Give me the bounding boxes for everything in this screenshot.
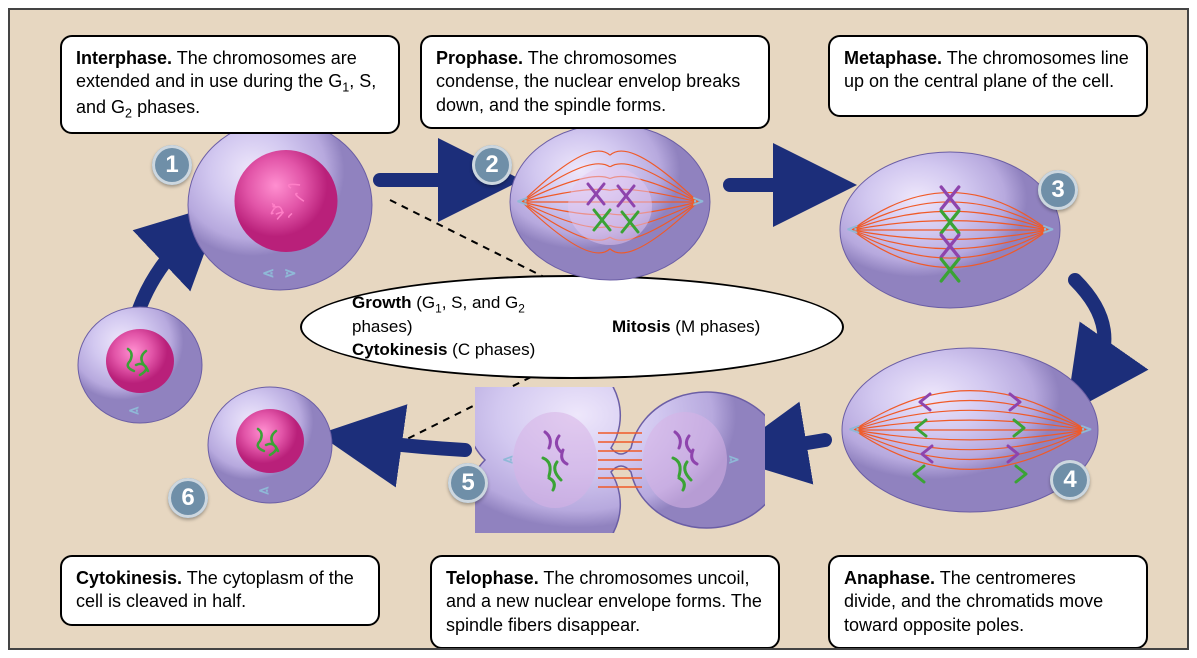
desc-box-stage-3: Metaphase. The chromosomes line up on th… [828,35,1148,117]
center-right-mitosis: Mitosis (M phases) [582,317,842,337]
desc-box-stage-6: Cytokinesis. The cytoplasm of the cell i… [60,555,380,626]
svg-text:⋖: ⋖ [258,482,270,498]
cell-2-prophase: ⋖⋗ [505,119,715,290]
stage-badge-4: 4 [1050,460,1090,500]
cell-5-telophase: ⋖⋗ [475,387,765,538]
stage-badge-5: 5 [448,463,488,503]
desc-box-stage-2: Prophase. The chromosomes condense, the … [420,35,770,129]
cell-1-interphase: ⋖⋗ [183,115,377,300]
svg-text:⋖: ⋖ [262,265,275,282]
svg-text:⋗: ⋗ [1042,221,1055,238]
cell-6-cytokinesis: ⋖ ⋖ [70,295,350,530]
svg-text:⋖: ⋖ [848,421,861,438]
svg-text:⋗: ⋗ [1080,421,1093,438]
svg-text:⋖: ⋖ [516,193,529,210]
stage-title: Metaphase. [844,48,942,68]
desc-box-stage-1: Interphase. The chromosomes are extended… [60,35,400,134]
stage-title: Telophase. [446,568,539,588]
stage-title: Cytokinesis. [76,568,182,588]
stage-badge-3: 3 [1038,170,1078,210]
svg-text:⋗: ⋗ [692,193,705,210]
stage-badge-2: 2 [472,145,512,185]
desc-box-stage-4: Anaphase. The centromeres divide, and th… [828,555,1148,649]
cell-cycle-diagram: Growth (G1, S, and G2 phases) Cytokinesi… [8,8,1189,650]
stage-badge-1: 1 [152,145,192,185]
svg-text:⋖: ⋖ [128,402,140,418]
center-phase-label: Growth (G1, S, and G2 phases) Cytokinesi… [300,275,844,379]
svg-text:⋗: ⋗ [728,451,740,467]
desc-box-stage-5: Telophase. The chromosomes uncoil, and a… [430,555,780,649]
stage-badge-6: 6 [168,478,208,518]
stage-title: Interphase. [76,48,172,68]
svg-text:⋗: ⋗ [284,265,297,282]
svg-text:⋖: ⋖ [502,451,514,467]
svg-text:⋖: ⋖ [846,221,859,238]
cell-3-metaphase: ⋖⋗ [835,147,1065,318]
stage-title: Anaphase. [844,568,935,588]
stage-title: Prophase. [436,48,523,68]
